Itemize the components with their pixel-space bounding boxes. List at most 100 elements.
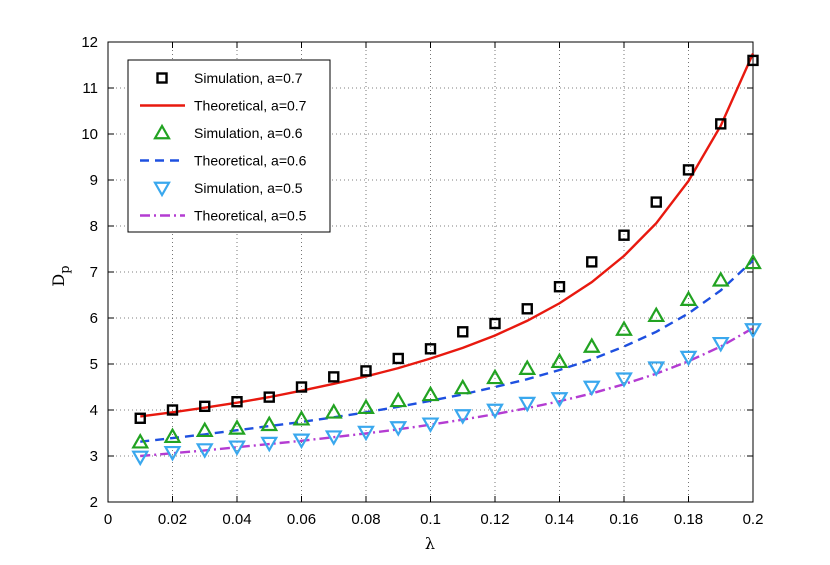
data-point [292,433,311,450]
legend-marker-swatch [153,123,171,140]
legend-marker-swatch [153,181,171,198]
legend-label: Simulation, a=0.5 [194,180,303,196]
svg-text:Dp: Dp [49,265,73,286]
y-tick-label: 4 [90,402,98,419]
data-point [199,400,211,413]
data-point [615,372,633,388]
y-tick-label: 6 [90,310,98,327]
y-tick-label: 11 [82,80,98,97]
data-point [679,290,698,306]
data-point [586,256,598,268]
series-markers-0 [134,54,759,424]
data-point [292,409,311,426]
x-tick-label: 0.08 [351,511,380,528]
legend-box [127,59,331,233]
data-point [457,326,469,338]
x-tick-label: 0.06 [287,511,316,528]
y-axis-label-sub: p [58,265,73,273]
data-point [618,229,630,241]
x-tick-label: 0 [104,511,112,528]
data-point [647,306,666,323]
data-point [615,320,633,336]
legend-label: Theoretical, a=0.5 [194,208,307,224]
series-line-5 [140,327,754,458]
data-point [357,398,375,415]
y-tick-label: 5 [90,356,98,373]
ticks-layer: 0 0.02 0.04 0.06 0.08 0.1 0.12 0.14 0.16 0.18 0.2 2… [81,34,763,528]
data-point [260,415,279,432]
data-point [166,404,179,416]
data-point [711,336,730,353]
data-point [747,54,759,67]
x-axis-label: λ [425,534,435,553]
data-point [647,361,666,377]
data-point [453,409,472,425]
data-point [582,337,601,353]
series-path [140,327,754,458]
data-point [263,391,275,403]
data-point [163,445,182,462]
data-point [744,323,762,339]
y-tick-label: 8 [90,218,98,235]
series-markers-4 [131,323,762,467]
legend-label: Theoretical, a=0.6 [194,153,307,169]
y-tick-label: 2 [90,494,98,511]
data-point [424,343,437,355]
x-tick-label: 0.18 [674,511,703,528]
data-point [679,350,698,367]
data-point [489,317,501,330]
data-point [231,396,243,408]
legend-item: Simulation, a=0.5 [153,180,303,198]
data-point [550,392,569,408]
x-tick-label: 0.02 [158,511,187,528]
y-axis-label: Dp [49,265,73,286]
x-tick-label: 0.1 [420,511,441,528]
data-point [163,427,182,444]
data-point [228,440,246,457]
legend-item: Simulation, a=0.7 [156,70,303,86]
series-markers-2 [131,253,762,449]
data-point [328,371,340,383]
data-point [421,385,440,402]
series-layer [131,53,762,467]
series-line-3 [140,259,754,443]
legend-item: Theoretical, a=0.5 [140,208,307,224]
x-tick-label: 0.2 [743,511,764,528]
data-point [453,378,472,395]
legend-label: Simulation, a=0.6 [194,125,303,141]
data-point [486,368,504,385]
data-point [324,403,343,419]
data-point [392,352,404,365]
data-point [131,450,150,467]
y-tick-label: 7 [90,264,98,281]
series-path [140,259,754,443]
x-tick-label: 0.04 [222,511,251,528]
legend-item: Theoretical, a=0.7 [140,98,307,114]
data-point [360,365,372,377]
legend-label: Simulation, a=0.7 [194,70,303,86]
data-point [195,421,214,438]
x-tick-label: 0.16 [609,511,638,528]
legend: Simulation, a=0.7 Theoretical, a=0.7 Simul… [127,59,331,233]
data-point [486,403,504,420]
data-point [260,436,279,453]
data-point [357,425,375,442]
data-point [295,381,308,393]
data-point [521,303,533,315]
y-tick-label: 3 [90,448,98,465]
data-point [134,412,146,424]
data-point [518,396,537,413]
data-point [711,271,730,287]
x-tick-label: 0.14 [545,511,574,528]
data-point [682,164,695,176]
data-point [650,196,662,208]
legend-item: Theoretical, a=0.6 [140,153,307,169]
data-point [715,118,727,130]
x-tick-label: 0.12 [480,511,509,528]
legend-label: Theoretical, a=0.7 [194,98,307,114]
data-point [421,417,440,434]
y-tick-label: 10 [81,126,98,143]
data-point [228,419,246,435]
